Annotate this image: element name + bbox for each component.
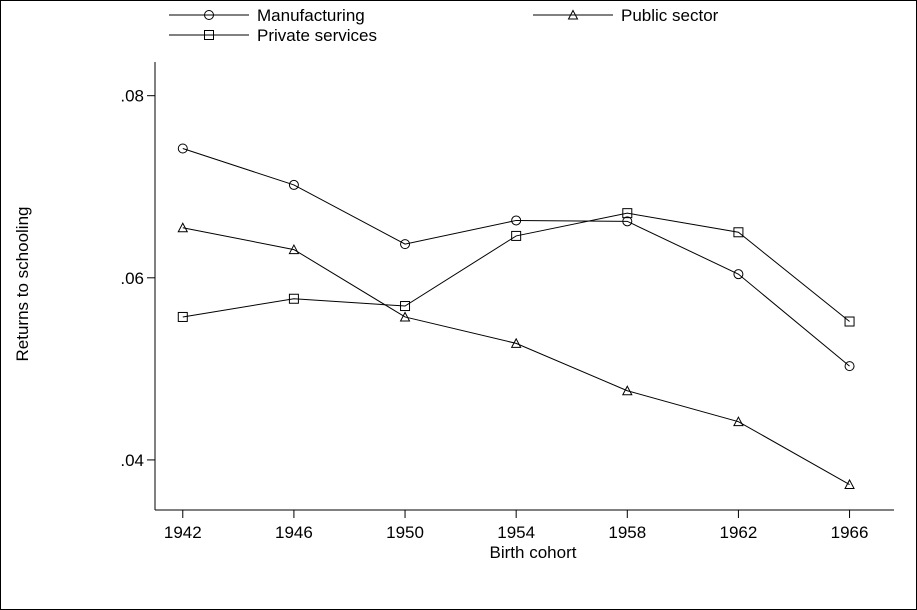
x-tick-label: 1962	[720, 523, 758, 542]
legend-label-public-sector: Public sector	[621, 6, 719, 25]
x-axis-title: Birth cohort	[490, 543, 577, 562]
data-point-manufacturing	[733, 269, 744, 280]
x-tick-label: 1966	[831, 523, 869, 542]
legend-item-private-services: Private services	[169, 26, 377, 45]
series-manufacturing	[177, 143, 855, 372]
x-tick-label: 1942	[164, 523, 202, 542]
data-point-private-services	[400, 301, 411, 312]
x-tick-label: 1958	[608, 523, 646, 542]
data-point-public-sector	[844, 478, 855, 490]
data-point-public-sector	[288, 244, 300, 255]
series-private-services	[177, 208, 855, 327]
y-tick-label: .06	[120, 269, 144, 288]
data-point-manufacturing	[844, 361, 855, 372]
legend-label-private-services: Private services	[257, 26, 377, 45]
series-line-manufacturing	[182, 148, 850, 367]
series-public-sector	[177, 222, 855, 490]
data-point-public-sector	[399, 311, 411, 322]
data-point-public-sector	[621, 385, 633, 396]
series-line-private-services	[182, 212, 850, 322]
data-point-private-services	[511, 230, 522, 241]
data-point-public-sector	[177, 222, 189, 233]
legend-item-public-sector: Public sector	[533, 6, 719, 25]
data-point-manufacturing	[288, 179, 299, 190]
data-point-private-services	[622, 208, 633, 219]
data-point-private-services	[844, 316, 855, 327]
legend-label-manufacturing: Manufacturing	[257, 6, 365, 25]
series-line-public-sector	[182, 227, 850, 485]
data-point-public-sector	[510, 337, 522, 348]
y-axis-ticks: .04 .06 .08	[120, 87, 155, 470]
x-tick-label: 1954	[497, 523, 535, 542]
x-axis-ticks: 1942 1946 1950 1954 1958 1962 1966	[164, 510, 869, 542]
data-point-manufacturing	[400, 239, 411, 250]
data-point-private-services	[288, 293, 299, 304]
data-point-private-services	[733, 227, 744, 238]
legend-item-manufacturing: Manufacturing	[169, 6, 365, 25]
data-point-manufacturing	[177, 143, 188, 154]
data-point-manufacturing	[511, 215, 522, 226]
data-point-public-sector	[733, 416, 744, 427]
y-axis-title: Returns to schooling	[13, 207, 32, 362]
x-tick-label: 1946	[275, 523, 313, 542]
x-tick-label: 1950	[386, 523, 424, 542]
legend: Manufacturing Public sector Private serv…	[169, 6, 719, 45]
data-point-manufacturing	[622, 216, 633, 227]
y-tick-label: .04	[120, 451, 144, 470]
y-tick-label: .08	[120, 87, 144, 106]
plot-series	[177, 143, 855, 490]
data-point-private-services	[177, 311, 188, 322]
